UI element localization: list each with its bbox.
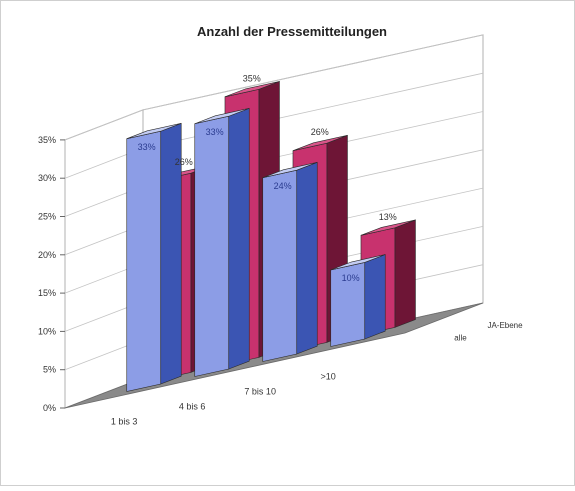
y-tick-label: 25% — [38, 212, 56, 222]
series-label: alle — [454, 334, 467, 343]
y-tick-label: 5% — [43, 365, 56, 375]
bar — [330, 254, 386, 347]
data-label: 24% — [274, 181, 292, 191]
y-tick-label: 15% — [38, 288, 56, 298]
y-tick-label: 20% — [38, 250, 56, 260]
bar-top-face — [292, 135, 348, 152]
bar-side-face — [364, 254, 386, 340]
bar-top-face — [330, 254, 386, 271]
chart-title: Anzahl der Pressemitteilungen — [197, 24, 387, 39]
data-label: 33% — [206, 127, 224, 137]
data-label: 10% — [342, 273, 360, 283]
y-axis: 0% 5% 10% 15% 20% 25% 30% 35% — [38, 135, 65, 413]
bar-top-face — [194, 108, 250, 125]
y-tick-label: 10% — [38, 326, 56, 336]
x-axis: 1 bis 3 4 bis 6 7 bis 10 >10 — [111, 372, 336, 427]
bar — [126, 122, 182, 392]
gridline — [64, 34, 484, 141]
y-tick-label: 35% — [38, 135, 56, 145]
bars: 26% 35% 26% 13% 33% 33% 24% 10% — [126, 73, 416, 392]
bar-top-face — [360, 219, 416, 236]
y-tick-label: 30% — [38, 173, 56, 183]
x-tick-label: 1 bis 3 — [111, 417, 138, 427]
data-label: 33% — [138, 142, 156, 152]
x-tick-label: 7 bis 10 — [244, 387, 276, 397]
bar — [262, 161, 318, 362]
bar-front-face — [194, 115, 230, 377]
y-tick-label: 0% — [43, 403, 56, 413]
bar-side-face — [296, 161, 318, 355]
data-label: 35% — [243, 73, 261, 83]
x-tick-label: 4 bis 6 — [179, 402, 206, 412]
data-label: 26% — [311, 127, 329, 137]
x-tick-label: >10 — [321, 372, 336, 382]
bar-top-face — [224, 81, 280, 98]
bar-side-face — [228, 107, 250, 370]
data-label: 26% — [175, 157, 193, 167]
bar-top-face — [262, 161, 318, 178]
bar-front-face — [126, 130, 162, 392]
bar-top-face — [126, 123, 182, 140]
series-axis: alle JA-Ebene — [454, 321, 523, 343]
data-label: 13% — [379, 212, 397, 222]
bar — [194, 107, 250, 377]
series-label: JA-Ebene — [487, 321, 523, 330]
bar-front-face — [262, 169, 298, 362]
bar-side-face — [394, 219, 416, 328]
